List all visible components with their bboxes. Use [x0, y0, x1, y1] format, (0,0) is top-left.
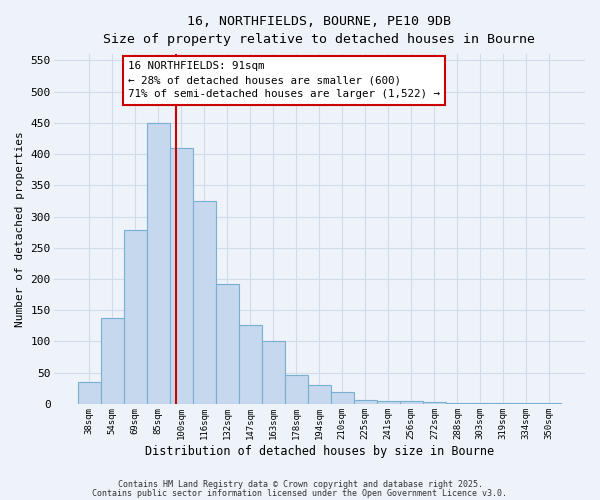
- Bar: [446, 402, 469, 404]
- Text: Contains public sector information licensed under the Open Government Licence v3: Contains public sector information licen…: [92, 488, 508, 498]
- Bar: [170, 148, 193, 404]
- Text: Contains HM Land Registry data © Crown copyright and database right 2025.: Contains HM Land Registry data © Crown c…: [118, 480, 482, 489]
- Title: 16, NORTHFIELDS, BOURNE, PE10 9DB
Size of property relative to detached houses i: 16, NORTHFIELDS, BOURNE, PE10 9DB Size o…: [103, 15, 535, 46]
- Bar: [354, 400, 377, 404]
- Bar: [101, 318, 124, 404]
- Bar: [423, 402, 446, 404]
- Bar: [216, 284, 239, 404]
- X-axis label: Distribution of detached houses by size in Bourne: Distribution of detached houses by size …: [145, 444, 494, 458]
- Text: 16 NORTHFIELDS: 91sqm
← 28% of detached houses are smaller (600)
71% of semi-det: 16 NORTHFIELDS: 91sqm ← 28% of detached …: [128, 61, 440, 99]
- Bar: [124, 230, 147, 404]
- Bar: [331, 392, 354, 404]
- Bar: [285, 375, 308, 404]
- Bar: [239, 325, 262, 404]
- Bar: [78, 382, 101, 404]
- Bar: [193, 201, 216, 404]
- Bar: [377, 401, 400, 404]
- Bar: [147, 123, 170, 404]
- Bar: [262, 341, 285, 404]
- Bar: [400, 402, 423, 404]
- Bar: [308, 384, 331, 404]
- Y-axis label: Number of detached properties: Number of detached properties: [15, 131, 25, 327]
